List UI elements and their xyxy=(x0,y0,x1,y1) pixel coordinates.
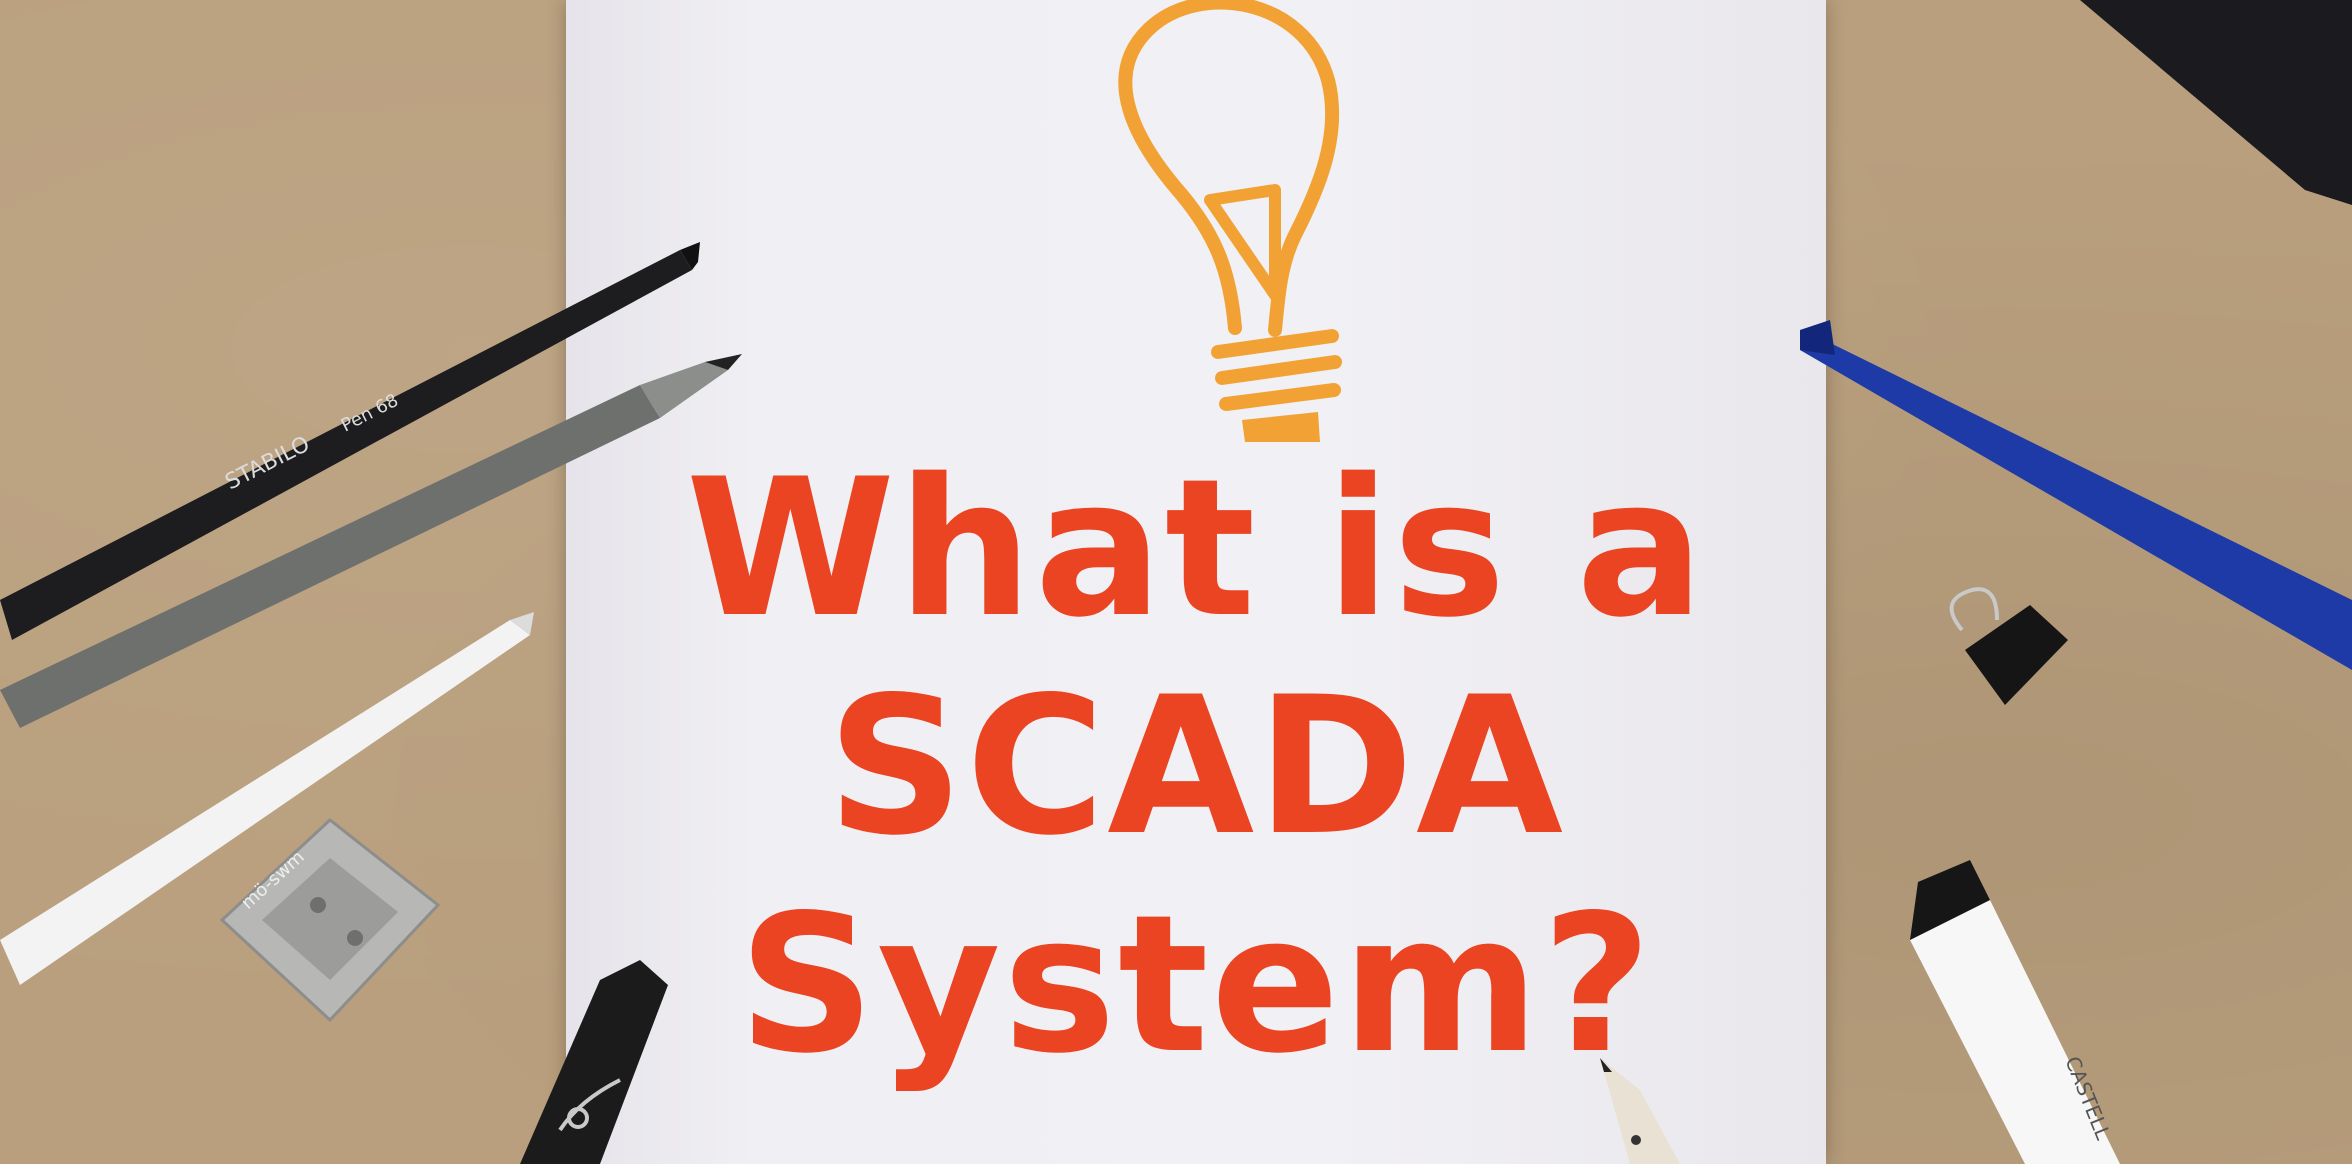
headline-line-1: What is a xyxy=(685,438,1707,659)
headline-line-3: System? xyxy=(738,874,1654,1095)
lightbulb-icon xyxy=(1118,0,1342,442)
headline-line-2: SCADA xyxy=(826,656,1566,877)
white-paper-sheet xyxy=(566,0,1826,1164)
grey-mechanical-pencil xyxy=(0,354,742,728)
black-clothespin xyxy=(520,960,668,1164)
dark-notebook-corner xyxy=(2080,0,2352,205)
headline: What is a SCADA System? xyxy=(566,440,1826,1094)
blue-felt-pen xyxy=(1800,320,2352,670)
metal-sharpener: mö-swm xyxy=(219,818,441,1023)
marker-pen: CASTELL xyxy=(1910,860,2120,1164)
binder-clip xyxy=(1949,587,2068,705)
white-stylus xyxy=(0,612,534,985)
pencil-tip xyxy=(1600,1058,1680,1164)
